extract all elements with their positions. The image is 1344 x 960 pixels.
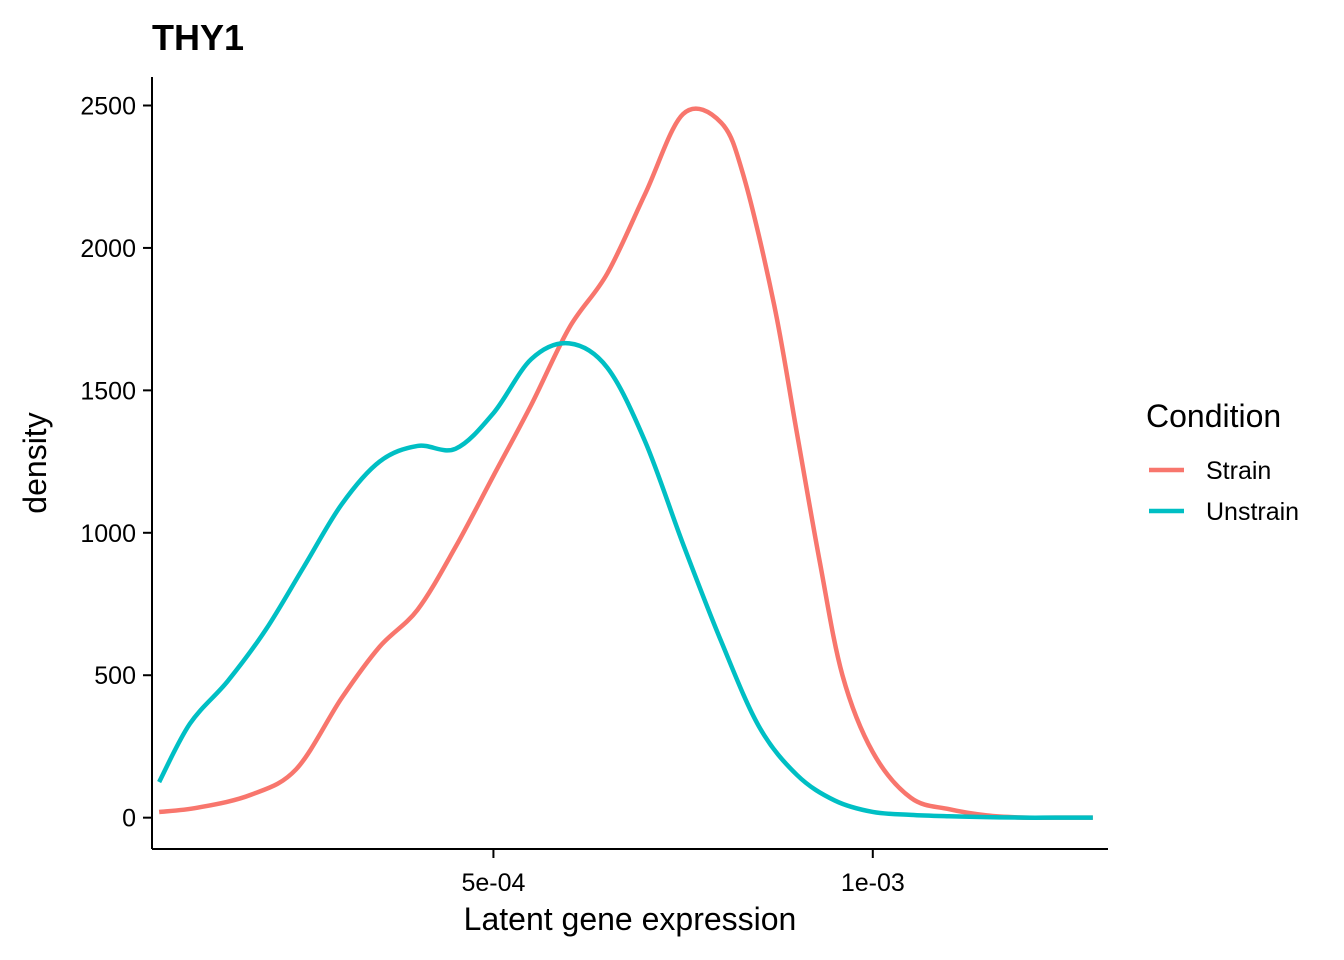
x-tick-label: 1e-03 <box>841 869 905 897</box>
y-axis-title: density <box>17 412 53 513</box>
plot-area <box>157 106 1093 821</box>
legend-title: Condition <box>1146 398 1281 434</box>
y-tick-label: 1500 <box>80 377 136 405</box>
x-tick-label: 5e-04 <box>461 869 525 897</box>
y-axis-ticks: 0 500 1000 1500 2000 2500 <box>80 92 152 833</box>
chart-title: THY1 <box>152 17 244 58</box>
series-line-unstrain <box>157 340 1093 820</box>
series-line-strain <box>158 106 1093 821</box>
y-tick-label: 2500 <box>80 92 136 120</box>
x-axis-title: Latent gene expression <box>464 901 797 937</box>
legend-items: Strain Unstrain <box>1149 457 1299 526</box>
y-tick-label: 0 <box>122 805 136 833</box>
y-tick-label: 500 <box>94 662 136 690</box>
x-axis-ticks: 5e-04 1e-03 <box>461 849 905 897</box>
legend: Condition Strain Unstrain <box>1146 398 1299 526</box>
legend-label-strain: Strain <box>1206 457 1271 485</box>
y-tick-label: 2000 <box>80 235 136 263</box>
legend-label-unstrain: Unstrain <box>1206 498 1299 526</box>
y-tick-label: 1000 <box>80 520 136 548</box>
